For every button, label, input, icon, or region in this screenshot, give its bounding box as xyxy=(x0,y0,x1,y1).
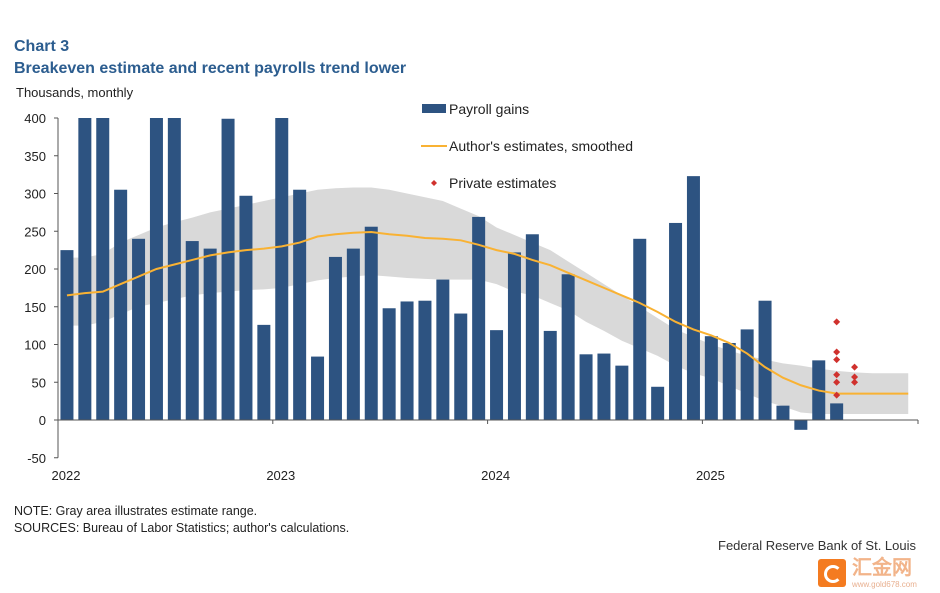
units-label: Thousands, monthly xyxy=(16,85,134,100)
watermark-text: 汇金网 xyxy=(852,557,912,579)
private-estimate-point xyxy=(851,373,859,381)
bar-payroll-gain xyxy=(239,195,253,420)
y-tick-label: 0 xyxy=(39,413,46,428)
bar-payroll-gain xyxy=(507,252,521,420)
bar-payroll-gain xyxy=(686,176,700,420)
bar-payroll-gain xyxy=(776,405,790,420)
y-tick-label: 400 xyxy=(24,111,46,126)
x-tick-label: 2022 xyxy=(52,468,81,483)
chart-sources: SOURCES: Bureau of Labor Statistics; aut… xyxy=(14,521,350,535)
bar-payroll-gain xyxy=(543,330,557,420)
bar-payroll-gain xyxy=(794,420,808,430)
private-estimate-point xyxy=(833,378,841,386)
private-estimate-point xyxy=(833,318,841,326)
y-tick-label: 250 xyxy=(24,224,46,239)
watermark-logo-icon xyxy=(818,559,846,587)
legend-label-line: Author's estimates, smoothed xyxy=(449,138,633,154)
x-tick-label: 2024 xyxy=(481,468,510,483)
bar-payroll-gain xyxy=(311,356,325,420)
bar-payroll-gain xyxy=(96,118,110,420)
bar-payroll-gain xyxy=(346,248,360,420)
bar-payroll-gain xyxy=(830,403,844,420)
bar-payroll-gain xyxy=(132,238,146,420)
bar-payroll-gain xyxy=(257,324,271,420)
x-tick-label: 2023 xyxy=(266,468,295,483)
bar-payroll-gain xyxy=(597,353,611,420)
legend-label-bars: Payroll gains xyxy=(449,101,529,117)
bar-payroll-gain xyxy=(633,238,647,420)
bar-payroll-gain xyxy=(167,118,181,420)
private-estimate-point xyxy=(851,363,859,371)
bar-payroll-gain xyxy=(418,300,432,420)
y-tick-label: 300 xyxy=(24,187,46,202)
source-organization: Federal Reserve Bank of St. Louis xyxy=(718,538,916,553)
bar-payroll-gain xyxy=(722,342,736,420)
private-estimate-point xyxy=(833,356,841,364)
y-tick-label: 100 xyxy=(24,338,46,353)
private-estimate-point xyxy=(851,378,859,386)
y-tick-label: -50 xyxy=(27,451,46,466)
legend-swatch-private xyxy=(431,180,437,186)
bar-payroll-gain xyxy=(436,279,450,420)
private-estimate-point xyxy=(833,348,841,356)
chart-title: Breakeven estimate and recent payrolls t… xyxy=(14,60,407,77)
bar-payroll-gain xyxy=(78,118,92,420)
bar-payroll-gain xyxy=(704,336,718,420)
private-estimate-point xyxy=(833,371,841,379)
bar-payroll-gain xyxy=(364,226,378,420)
y-tick-label: 50 xyxy=(32,375,46,390)
bar-payroll-gain xyxy=(185,241,199,420)
bar-payroll-gain xyxy=(651,386,665,420)
bar-payroll-gain xyxy=(472,216,486,420)
bar-payroll-gain xyxy=(490,330,504,420)
bar-payroll-gain xyxy=(400,301,414,420)
bar-payroll-gain xyxy=(203,248,217,420)
y-tick-label: 200 xyxy=(24,262,46,277)
legend-swatch-bars xyxy=(422,104,446,113)
bar-payroll-gain xyxy=(525,234,539,420)
bar-payroll-gain xyxy=(740,329,754,420)
bar-payroll-gain xyxy=(758,300,772,420)
bar-payroll-gain xyxy=(561,274,575,420)
watermark-url: www.gold678.com xyxy=(852,580,917,589)
bar-payroll-gain xyxy=(382,308,396,420)
bar-payroll-gain xyxy=(221,118,235,420)
y-tick-label: 350 xyxy=(24,149,46,164)
bar-payroll-gain xyxy=(114,189,128,420)
smoothed-estimate-line xyxy=(66,231,909,395)
legend-label-private: Private estimates xyxy=(449,175,556,191)
bar-payroll-gain xyxy=(60,250,74,420)
chart-number: Chart 3 xyxy=(14,38,70,55)
bar-payroll-gain xyxy=(615,365,629,420)
bar-payroll-gain xyxy=(579,354,593,420)
bar-payroll-gain xyxy=(293,189,307,420)
bar-payroll-gain xyxy=(275,118,289,420)
chart-note: NOTE: Gray area illustrates estimate ran… xyxy=(14,504,258,518)
bar-payroll-gain xyxy=(328,256,342,420)
y-tick-label: 150 xyxy=(24,300,46,315)
bar-payroll-gain xyxy=(454,313,468,420)
x-tick-label: 2025 xyxy=(696,468,725,483)
private-estimate-point xyxy=(833,391,841,399)
